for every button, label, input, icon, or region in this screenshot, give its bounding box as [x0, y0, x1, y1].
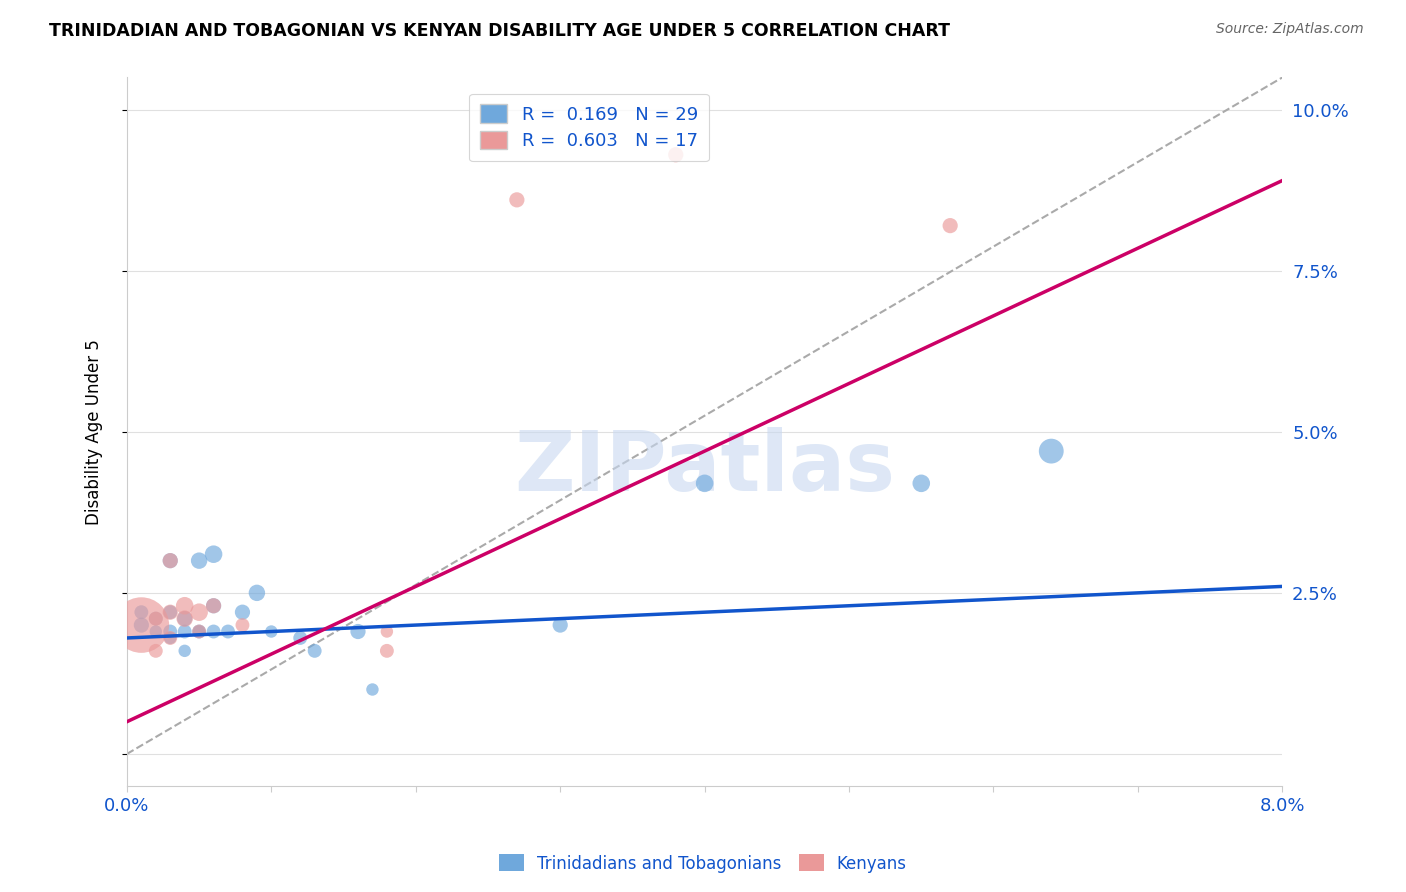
- Point: [145, 644, 167, 658]
- Point: [304, 644, 326, 658]
- Point: [693, 476, 716, 491]
- Y-axis label: Disability Age Under 5: Disability Age Under 5: [86, 339, 103, 524]
- Text: ZIPatlas: ZIPatlas: [515, 426, 896, 508]
- Point: [290, 631, 312, 645]
- Point: [159, 605, 181, 619]
- Point: [260, 624, 283, 639]
- Point: [202, 599, 225, 613]
- Point: [939, 219, 962, 233]
- Point: [910, 476, 932, 491]
- Point: [202, 624, 225, 639]
- Point: [188, 624, 211, 639]
- Point: [548, 618, 571, 632]
- Point: [145, 612, 167, 626]
- Point: [159, 554, 181, 568]
- Point: [665, 147, 688, 161]
- Point: [173, 612, 195, 626]
- Point: [202, 547, 225, 561]
- Point: [173, 599, 195, 613]
- Point: [188, 624, 211, 639]
- Point: [159, 631, 181, 645]
- Point: [159, 605, 181, 619]
- Point: [188, 624, 211, 639]
- Point: [173, 612, 195, 626]
- Point: [202, 599, 225, 613]
- Point: [188, 554, 211, 568]
- Point: [361, 682, 384, 697]
- Point: [217, 624, 239, 639]
- Point: [145, 612, 167, 626]
- Point: [159, 631, 181, 645]
- Point: [173, 624, 195, 639]
- Point: [375, 644, 398, 658]
- Text: TRINIDADIAN AND TOBAGONIAN VS KENYAN DISABILITY AGE UNDER 5 CORRELATION CHART: TRINIDADIAN AND TOBAGONIAN VS KENYAN DIS…: [49, 22, 950, 40]
- Point: [231, 618, 253, 632]
- Point: [347, 624, 370, 639]
- Point: [159, 624, 181, 639]
- Point: [375, 624, 398, 639]
- Point: [145, 624, 167, 639]
- Point: [173, 644, 195, 658]
- Point: [131, 618, 153, 632]
- Point: [506, 193, 529, 207]
- Legend: R =  0.169   N = 29, R =  0.603   N = 17: R = 0.169 N = 29, R = 0.603 N = 17: [470, 94, 709, 161]
- Text: Source: ZipAtlas.com: Source: ZipAtlas.com: [1216, 22, 1364, 37]
- Point: [246, 586, 269, 600]
- Point: [131, 618, 153, 632]
- Point: [159, 554, 181, 568]
- Legend: Trinidadians and Tobagonians, Kenyans: Trinidadians and Tobagonians, Kenyans: [492, 847, 914, 880]
- Point: [188, 605, 211, 619]
- Point: [131, 605, 153, 619]
- Point: [231, 605, 253, 619]
- Point: [1040, 444, 1063, 458]
